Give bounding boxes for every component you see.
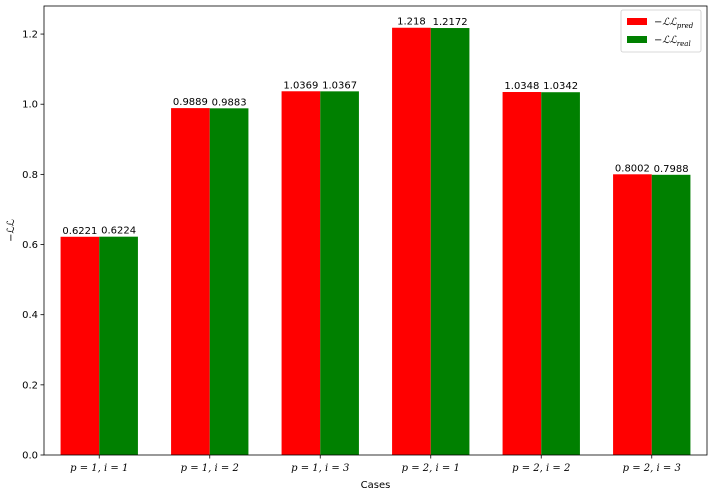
bar-real-5 [651, 174, 691, 455]
bar-value-label-pred-1: 0.9889 [173, 97, 208, 108]
y-tick-label: 0.0 [22, 451, 38, 462]
bar-value-label-real-1: 0.9883 [212, 97, 247, 108]
x-tick-label: p = 1, i = 1 [70, 463, 128, 474]
bar-value-label-pred-3: 1.218 [397, 17, 426, 28]
y-tick-label: 0.2 [22, 380, 38, 391]
bar-real-3 [430, 28, 470, 456]
bar-value-label-real-2: 1.0367 [322, 80, 357, 91]
bar-value-label-pred-4: 1.0348 [504, 81, 539, 92]
bar-value-label-pred-2: 1.0369 [283, 80, 318, 91]
legend-entry-pred: −ℒℒpred [654, 17, 694, 30]
bar-real-1 [209, 108, 249, 456]
bar-real-0 [99, 236, 138, 455]
bar-pred-3 [392, 27, 431, 455]
bar-real-2 [320, 91, 359, 455]
x-tick-label: p = 2, i = 1 [402, 463, 460, 474]
bar-value-label-pred-0: 0.6221 [62, 226, 97, 237]
legend-swatch-pred [627, 18, 647, 25]
bars-layer [60, 27, 691, 456]
bar-pred-5 [613, 174, 652, 455]
y-tick-label: 0.4 [22, 310, 38, 321]
bar-pred-0 [60, 236, 100, 455]
legend-swatch-real [627, 36, 647, 43]
y-tick-label: 0.8 [22, 170, 38, 181]
bar-real-4 [541, 92, 580, 455]
x-tick-label: p = 1, i = 2 [181, 463, 239, 474]
bar-value-label-real-3: 1.2172 [433, 17, 468, 28]
bar-pred-2 [281, 91, 321, 455]
x-tick-label: p = 2, i = 3 [623, 463, 681, 474]
legend: −ℒℒpred −ℒℒreal [620, 9, 702, 53]
bar-pred-1 [171, 108, 210, 455]
bar-value-label-real-4: 1.0342 [543, 81, 578, 92]
y-axis: 0.0 0.2 0.4 0.6 0.8 1.0 1.2 [22, 30, 44, 462]
plot-frame [43, 5, 708, 456]
x-tick-label: p = 1, i = 3 [291, 463, 349, 474]
y-tick-label: 1.0 [22, 100, 38, 111]
bar-labels-layer: 0.6221 0.9889 1.0369 1.218 1.0348 0.8002 0.622… [62, 17, 688, 237]
y-tick-label: 0.6 [22, 240, 38, 251]
x-tick-label: p = 2, i = 2 [512, 463, 570, 474]
x-axis: p = 1, i = 1 p = 1, i = 2 p = 1, i = 3 p = … [70, 455, 681, 474]
x-axis-label: Cases [361, 480, 391, 491]
bar-pred-4 [502, 92, 542, 455]
bar-value-label-pred-5: 0.8002 [615, 163, 650, 174]
bar-value-label-real-5: 0.7988 [654, 164, 689, 175]
legend-entry-real: −ℒℒreal [654, 35, 691, 48]
y-axis-label: −ℒℒ [6, 219, 17, 242]
y-tick-label: 1.2 [22, 30, 38, 41]
bar-value-label-real-0: 0.6224 [101, 226, 136, 237]
